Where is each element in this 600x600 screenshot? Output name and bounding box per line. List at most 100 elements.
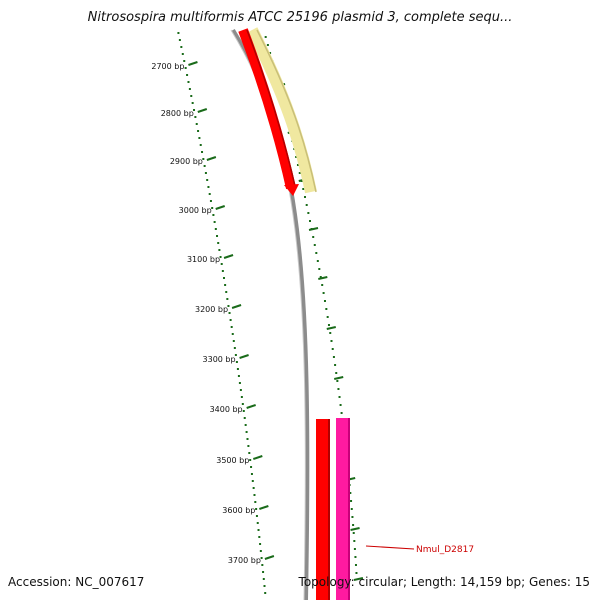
ruler-dot xyxy=(247,445,250,447)
ruler-dot xyxy=(240,396,243,398)
ruler-dot xyxy=(221,270,224,272)
ruler-dot xyxy=(315,252,318,254)
ruler-dot xyxy=(353,548,356,550)
ruler-dot xyxy=(249,459,252,461)
ruler-tick-label: 2800 bp xyxy=(161,109,194,118)
gene-label-leader xyxy=(365,545,415,550)
ruler-dot xyxy=(230,326,233,328)
ruler-dot xyxy=(218,249,221,251)
ruler-dot xyxy=(242,410,245,412)
ruler-dot xyxy=(262,578,265,580)
ruler-dot xyxy=(190,95,193,97)
ruler-dot xyxy=(229,319,232,321)
ruler-dot xyxy=(214,228,217,230)
ruler-dot xyxy=(225,291,228,293)
ruler-dot xyxy=(195,123,198,125)
ruler-dot xyxy=(312,236,315,238)
ruler-dot xyxy=(234,354,237,356)
ruler-dot xyxy=(259,543,262,545)
gene-red-upper-arrow xyxy=(284,184,299,196)
ruler-dot xyxy=(237,375,240,377)
ruler-dot xyxy=(256,522,259,524)
ruler-dot xyxy=(191,102,194,104)
ruler-dot xyxy=(208,193,211,195)
ruler-dot xyxy=(298,172,301,174)
ruler-dot xyxy=(335,372,338,374)
ruler-dot xyxy=(350,500,353,502)
ruler-dot xyxy=(222,277,225,279)
ruler-major-tick xyxy=(197,108,208,113)
ruler-dot xyxy=(212,214,215,216)
ruler-dot xyxy=(351,516,354,518)
ruler-dot xyxy=(353,540,356,542)
gene-label-nmul-d2817[interactable]: Nmul_D2817 xyxy=(416,545,474,555)
ruler-dot xyxy=(296,164,299,166)
ruler-tick-label: 3200 bp xyxy=(195,305,228,314)
ruler-dot xyxy=(224,284,227,286)
ruler-major-tick xyxy=(252,455,263,460)
ruler-dot xyxy=(186,74,189,76)
ruler-dot xyxy=(219,256,222,258)
ruler-dot xyxy=(330,340,333,342)
ruler-major-tick xyxy=(350,527,360,531)
ruler-dot xyxy=(235,361,238,363)
ruler-dot xyxy=(238,382,241,384)
ruler-dot xyxy=(349,492,352,494)
ruler-dot xyxy=(325,308,328,310)
ruler-dot xyxy=(255,515,258,517)
ruler-dot xyxy=(227,305,230,307)
ruler-dot xyxy=(177,32,180,34)
gene-red-lower-edge xyxy=(328,419,330,600)
ruler-dot xyxy=(329,332,332,334)
gene-pink-lower[interactable] xyxy=(336,418,350,600)
ruler-dot xyxy=(318,268,321,270)
ruler-dot xyxy=(323,300,326,302)
ruler-dot xyxy=(334,364,337,366)
ruler-dot xyxy=(204,172,207,174)
gene-red-lower[interactable] xyxy=(316,419,330,600)
ruler-dot xyxy=(322,292,325,294)
ruler-dot xyxy=(231,333,234,335)
ruler-dot xyxy=(193,109,196,111)
ruler-dot xyxy=(236,368,239,370)
ruler-dot xyxy=(260,557,263,559)
ruler-dot xyxy=(178,39,181,41)
ruler-dot xyxy=(213,221,216,223)
ruler-dot xyxy=(187,81,190,83)
gene-red-upper[interactable] xyxy=(238,28,296,190)
ruler-dot xyxy=(336,380,339,382)
ruler-dot xyxy=(228,312,231,314)
ruler-dot xyxy=(264,592,267,594)
ruler-dot xyxy=(246,438,249,440)
ruler-major-tick xyxy=(231,304,242,309)
ruler-dot xyxy=(313,244,316,246)
gene-yellow[interactable] xyxy=(246,27,317,194)
ruler-dot xyxy=(243,417,246,419)
ruler-dot xyxy=(264,36,267,38)
gene-red-upper-edge xyxy=(246,29,296,187)
ruler-major-tick xyxy=(206,156,217,161)
ruler-dot xyxy=(327,324,330,326)
ruler-dot xyxy=(340,412,343,414)
ruler-dot xyxy=(263,585,266,587)
ruler-major-tick xyxy=(334,376,344,380)
ruler-dot xyxy=(319,276,322,278)
ruler-dot xyxy=(202,158,205,160)
ruler-tick-label: 3300 bp xyxy=(203,355,236,364)
ruler-dot xyxy=(326,316,329,318)
ruler-dot xyxy=(217,242,220,244)
ruler-dot xyxy=(255,508,258,510)
ruler-dot xyxy=(250,473,253,475)
ruler-dot xyxy=(241,403,244,405)
ruler-dot xyxy=(211,207,214,209)
ruler-dot xyxy=(194,116,197,118)
ruler-dot xyxy=(248,452,251,454)
inner-ruler xyxy=(177,32,275,594)
ruler-tick-label: 2700 bp xyxy=(151,62,184,71)
ruler-dot xyxy=(201,151,204,153)
ruler-dot xyxy=(232,340,235,342)
ruler-dot xyxy=(259,550,262,552)
ruler-dot xyxy=(220,263,223,265)
ruler-tick-label: 3100 bp xyxy=(187,255,220,264)
ruler-dot xyxy=(199,144,202,146)
